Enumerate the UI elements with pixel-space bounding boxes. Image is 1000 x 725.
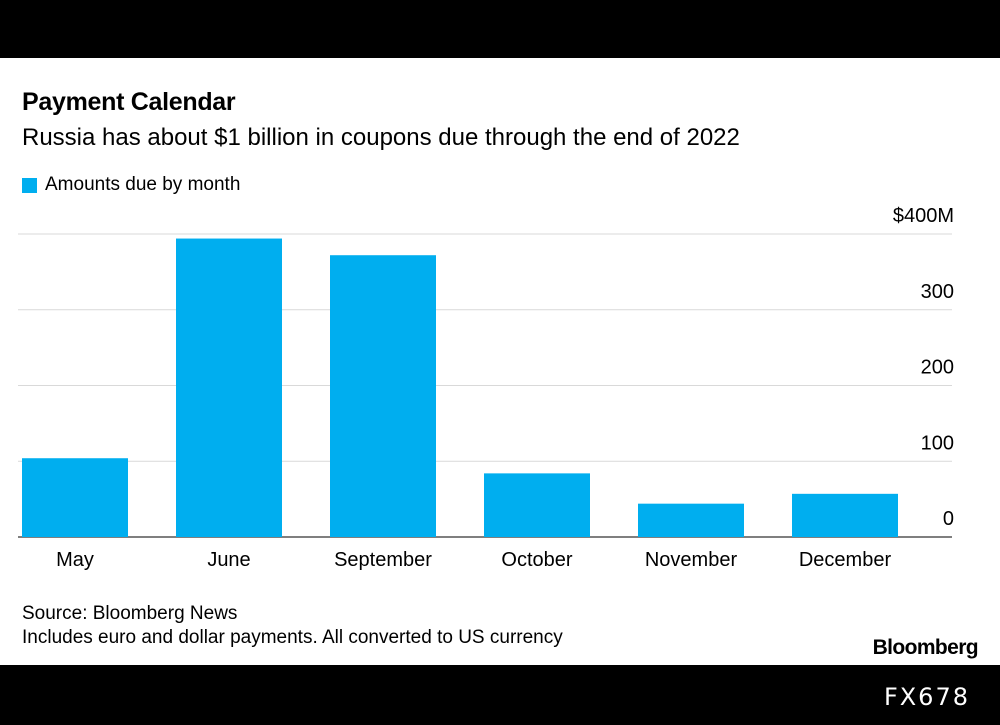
bar-may [22,458,128,537]
bar-june [176,238,282,538]
y-tick-label: 200 [921,357,954,379]
bar-october [484,473,590,537]
bar-september [330,255,436,537]
source-note: Source: Bloomberg News [22,603,238,624]
chart-card: 0 100 200 300 $400M May June September October No… [0,58,1000,665]
chart-subtitle: Russia has about $1 billion in coupons d… [22,124,740,151]
bar-chart: 0 100 200 300 $400M May June September October No… [18,205,954,571]
x-tick-label: June [207,549,250,571]
bar-november [638,503,744,537]
bar-december [792,493,898,537]
legend: Amounts due by month [22,174,240,196]
x-tick-label: December [799,549,892,571]
bloomberg-logo: Bloomberg [872,636,979,659]
legend-swatch [22,177,37,193]
y-tick-label: 100 [921,432,954,454]
chart-title: Payment Calendar [22,88,236,116]
x-tick-label: November [645,549,738,571]
y-tick-label: 300 [921,281,954,303]
watermark: FX678 [883,683,970,711]
x-tick-label: September [334,549,432,571]
legend-label: Amounts due by month [45,174,241,195]
x-tick-label: May [56,549,94,571]
y-tick-label: 0 [943,508,954,530]
x-tick-label: October [501,549,572,571]
y-tick-label: $400M [893,205,954,227]
footnote: Includes euro and dollar payments. All c… [22,627,563,648]
